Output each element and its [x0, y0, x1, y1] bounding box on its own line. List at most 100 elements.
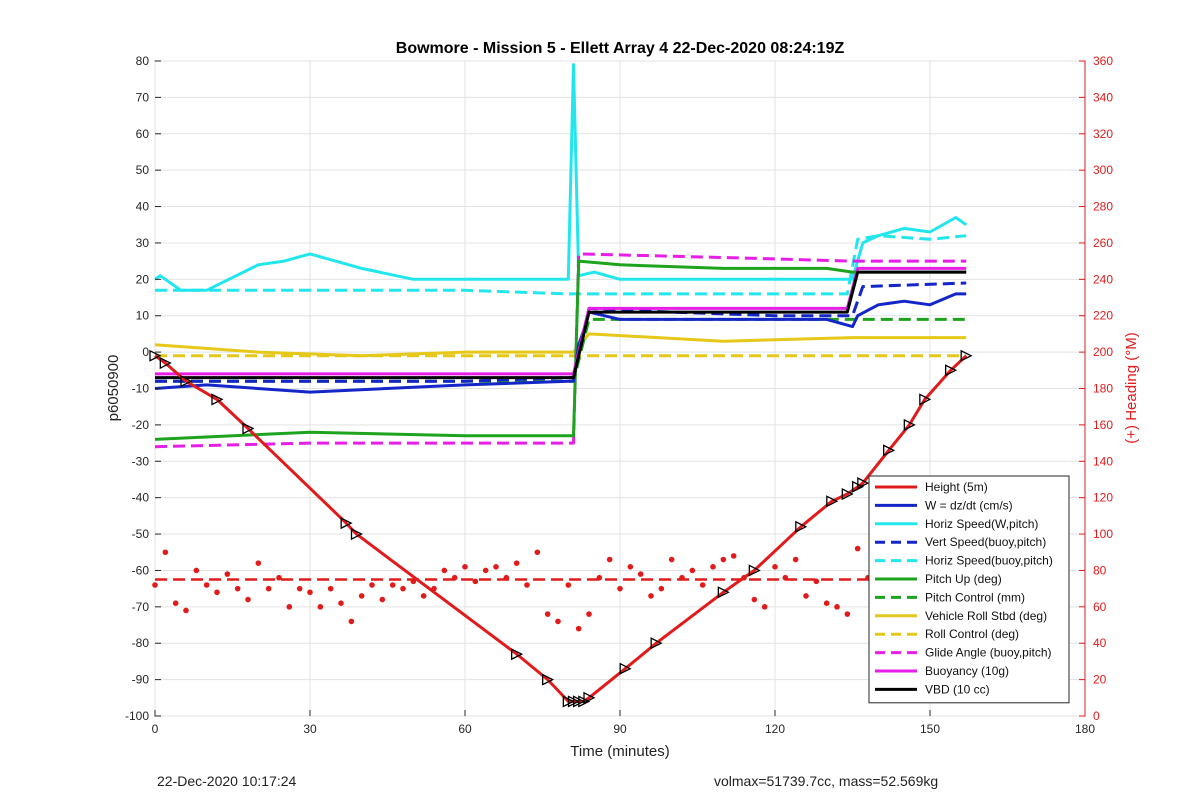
height-marker	[350, 528, 363, 541]
legend-label: Pitch Control (mm)	[925, 590, 1025, 604]
heading-point	[627, 564, 634, 570]
heading-point	[431, 585, 437, 592]
heading-point	[420, 593, 427, 599]
heading-point	[555, 618, 561, 625]
height-marker	[650, 637, 663, 650]
y2-tick-label: 240	[1093, 272, 1113, 286]
y-tick-label: -10	[132, 382, 150, 396]
heading-point	[524, 582, 530, 588]
height-marker	[960, 349, 973, 362]
x-tick-label: 150	[920, 722, 940, 736]
series-line	[154, 354, 968, 703]
heading-point	[658, 585, 665, 592]
y-tick-label: -40	[132, 491, 150, 505]
footer-timestamp: 22-Dec-2020 10:17:24	[157, 773, 297, 789]
heading-point	[565, 582, 572, 588]
heading-point	[400, 585, 406, 592]
height-marker	[180, 375, 193, 388]
y-tick-label: 60	[136, 127, 150, 141]
height-marker	[242, 422, 255, 435]
heading-point	[844, 611, 851, 617]
heading-point	[214, 589, 220, 596]
y-tick-label: 40	[136, 200, 150, 214]
heading-point	[730, 553, 737, 559]
y-tick-label: -60	[132, 563, 150, 577]
y2-tick-label: 180	[1093, 382, 1113, 396]
chart-title: Bowmore - Mission 5 - Ellett Array 4 22-…	[396, 40, 845, 57]
legend-label: Height (5m)	[925, 480, 988, 494]
footer-volume-mass: volmax=51739.7cc, mass=52.569kg	[714, 773, 939, 789]
heading-point	[699, 582, 706, 588]
legend-label: Pitch Up (deg)	[925, 572, 1002, 586]
series-line	[154, 332, 967, 358]
heading-point	[327, 585, 334, 592]
heading-point	[307, 589, 313, 596]
y-tick-label: 30	[136, 236, 150, 250]
height-marker	[748, 564, 761, 577]
heading-point	[606, 556, 613, 563]
heading-point	[482, 567, 489, 574]
heading-point	[410, 578, 417, 585]
heading-point	[710, 564, 716, 570]
height-marker	[149, 349, 162, 362]
y2-tick-label: 120	[1093, 491, 1113, 505]
heading-point	[503, 574, 510, 581]
heading-point	[637, 571, 644, 577]
height-marker	[826, 495, 839, 508]
x-tick-label: 90	[613, 722, 627, 736]
heading-point	[544, 611, 551, 617]
height-marker	[583, 691, 596, 704]
height-marker	[919, 393, 932, 406]
legend-label: Vert Speed(buoy,pitch)	[925, 535, 1046, 549]
heading-point	[803, 593, 809, 599]
heading-point	[617, 585, 623, 592]
heading-point	[741, 574, 747, 581]
x-tick-label: 180	[1075, 722, 1095, 736]
series-line	[154, 252, 967, 449]
y2-tick-label: 80	[1093, 563, 1107, 577]
legend-box	[868, 475, 1070, 704]
y2-tick-label: 280	[1093, 200, 1113, 214]
heading-point	[575, 625, 582, 632]
heading-point	[451, 574, 458, 581]
heading-point	[462, 564, 468, 570]
axis-layer: 0 30 60 90 120 150 180-100-90-80-70-60-50-40-3…	[125, 54, 1113, 736]
legend: Height (5m) W = dz/dt (cm/s) Horiz Speed(W…	[868, 475, 1070, 704]
y2-tick-label: 140	[1093, 454, 1113, 468]
y-tick-label: -30	[132, 454, 150, 468]
x-tick-label: 30	[303, 722, 317, 736]
legend-label: Horiz Speed(W,pitch)	[925, 517, 1038, 531]
y2-tick-label: 300	[1093, 163, 1113, 177]
y-tick-label: 10	[136, 309, 150, 323]
height-marker	[795, 520, 808, 533]
heading-point	[338, 600, 344, 606]
height-marker	[883, 444, 896, 457]
y-tick-label: 50	[136, 163, 150, 177]
heading-point	[596, 574, 603, 581]
heading-point	[854, 545, 861, 552]
heading-point	[493, 564, 499, 570]
y2-tick-label: 40	[1093, 636, 1107, 650]
heading-point	[255, 560, 262, 566]
y2-tick-label: 220	[1093, 309, 1113, 323]
y-tick-label: -70	[132, 600, 150, 614]
heading-point	[183, 607, 189, 614]
heading-point	[152, 582, 158, 588]
heading-point	[234, 585, 241, 592]
heading-point	[792, 556, 799, 563]
y-axis-label: p6050900	[105, 355, 122, 422]
heading-point	[782, 574, 789, 581]
y2-tick-label: 60	[1093, 600, 1107, 614]
heading-point	[648, 593, 654, 599]
height-marker	[159, 356, 172, 370]
heading-point	[813, 578, 820, 585]
y-tick-label: -90	[132, 673, 150, 687]
heading-point	[472, 578, 479, 585]
legend-label: Horiz Speed(buoy,pitch)	[925, 554, 1053, 568]
heading-point	[679, 574, 685, 581]
heading-point	[586, 611, 592, 617]
height-marker	[211, 393, 224, 406]
x-axis-label: Time (minutes)	[570, 743, 669, 760]
heading-point	[834, 604, 840, 610]
